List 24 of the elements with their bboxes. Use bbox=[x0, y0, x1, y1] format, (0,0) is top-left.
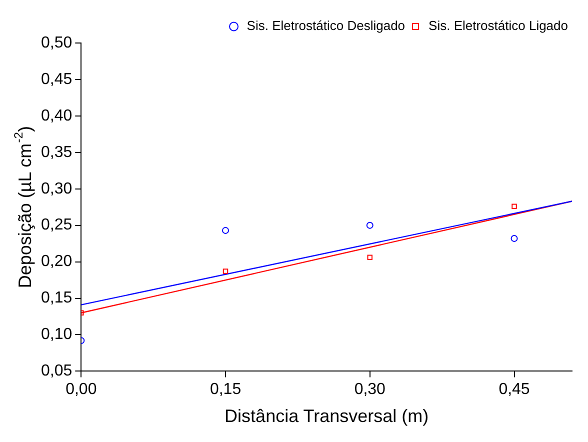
y-tick-label: 0,35 bbox=[41, 144, 72, 161]
point bbox=[367, 254, 373, 260]
point bbox=[510, 234, 518, 242]
y-tick-label: 0,25 bbox=[41, 216, 72, 234]
x-axis-title: Distância Transversal (m) bbox=[224, 406, 429, 426]
x-tick-label: 0,30 bbox=[354, 381, 386, 398]
x-tick-label: 0,00 bbox=[66, 381, 97, 398]
y-tick-label: 0,45 bbox=[41, 70, 72, 88]
point bbox=[512, 204, 517, 209]
y-tick-label: 0,20 bbox=[41, 253, 72, 270]
y-axis-title: Deposição (µL cm-2) bbox=[11, 126, 35, 288]
y-tick-label: 0,05 bbox=[41, 362, 72, 380]
point bbox=[222, 268, 228, 274]
x-tick-label: 0,15 bbox=[210, 381, 242, 398]
point bbox=[222, 226, 230, 234]
y-tick-label: 0,15 bbox=[41, 290, 72, 307]
legend-label: Sis. Eletrostático Desligado bbox=[246, 18, 406, 34]
point bbox=[366, 222, 374, 229]
x-tick-label: 0,45 bbox=[498, 381, 530, 398]
legend-label: Sis. Eletrostático Ligado bbox=[428, 18, 568, 34]
y-tick-label: 0,40 bbox=[41, 107, 72, 124]
y-tick-label: 0,50 bbox=[41, 34, 72, 52]
y-tick-label: 0,30 bbox=[41, 180, 72, 198]
y-tick-label: 0,10 bbox=[41, 326, 72, 344]
